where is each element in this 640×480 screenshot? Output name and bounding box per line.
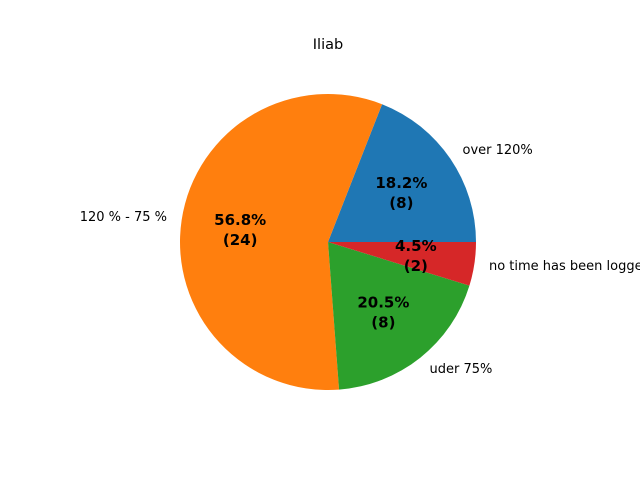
slice-percent-2: 20.5% [357,293,409,311]
slice-percent-label-1: 56.8% (24) [214,211,266,249]
slice-label-2: uder 75% [430,362,493,377]
slice-percent-label-3: 4.5% (2) [395,237,437,275]
slice-percent-label-0: 18.2% (8) [375,174,427,212]
slice-count-3: (2) [404,257,428,275]
slice-count-2: (8) [371,313,395,331]
pie-slice-1 [180,94,383,391]
chart-title: Iliab [313,37,343,53]
pie-slice-3 [328,242,476,286]
pie-slice-0 [328,104,477,242]
slice-label-1: 120 % - 75 % [80,210,167,225]
slice-label-0: over 120% [463,143,533,158]
slice-count-0: (8) [389,194,413,212]
pie-slice-2 [328,242,470,390]
slice-percent-1: 56.8% [214,211,266,229]
slice-percent-label-2: 20.5% (8) [357,293,409,331]
slice-label-3: no time has been logged [489,259,640,274]
slice-percent-0: 18.2% [375,174,427,192]
pie-slices [180,94,477,391]
slice-count-1: (24) [223,231,258,249]
pie-labels: over 120% 18.2% (8) 120 % - 75 % 56.8% (24) ud… [80,143,640,377]
slice-percent-3: 4.5% [395,237,437,255]
